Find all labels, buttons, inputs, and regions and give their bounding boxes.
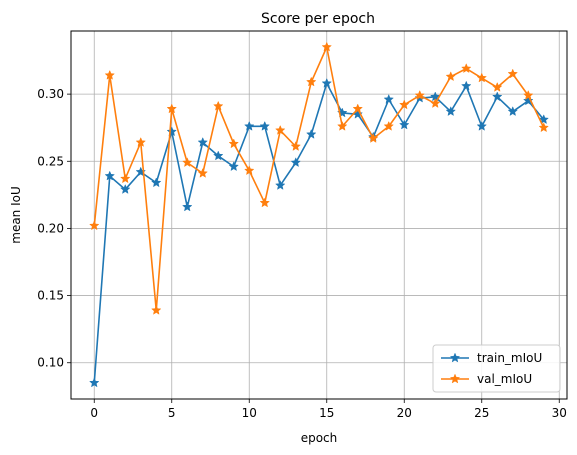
data-point	[259, 120, 270, 131]
data-point	[89, 377, 100, 388]
x-tick-label: 25	[474, 406, 489, 420]
legend-swatch-marker	[449, 373, 461, 384]
y-tick-label: 0.10	[37, 356, 64, 370]
data-point	[197, 137, 208, 147]
data-point	[244, 165, 255, 176]
chart-title: Score per epoch	[261, 11, 375, 27]
y-tick-label: 0.30	[37, 87, 64, 101]
series-line	[93, 46, 545, 312]
grid	[71, 31, 567, 399]
data-point	[492, 91, 503, 102]
data-point	[383, 94, 394, 104]
data-point	[135, 137, 146, 147]
data-point	[476, 72, 487, 83]
x-tick-label: 20	[397, 406, 412, 420]
data-point	[430, 98, 441, 108]
data-point	[197, 167, 208, 178]
data-point	[523, 95, 534, 106]
data-point	[151, 177, 162, 188]
data-point	[461, 63, 472, 74]
data-point	[228, 161, 239, 172]
legend-box	[432, 344, 561, 393]
legend-swatch-marker	[449, 352, 461, 363]
data-point	[399, 119, 410, 130]
data-point	[461, 80, 472, 91]
data-point	[104, 170, 115, 181]
data-point	[275, 179, 286, 190]
data-point	[538, 122, 549, 133]
y-axis-title: mean IoU	[9, 186, 23, 244]
series-layer	[89, 41, 549, 388]
x-tick-label: 30	[552, 406, 567, 420]
legend-label: val_mIoU	[477, 372, 532, 386]
data-point	[414, 90, 425, 100]
data-point	[445, 106, 456, 116]
x-axis-title: epoch	[301, 431, 338, 445]
data-point	[337, 120, 348, 131]
legend-item: val_mIoU	[441, 372, 532, 386]
data-point	[244, 120, 255, 131]
y-tick-label: 0.25	[37, 154, 64, 168]
data-point	[228, 138, 239, 149]
data-point	[213, 100, 224, 111]
data-point	[306, 128, 317, 139]
data-point	[151, 304, 162, 315]
plot-frame	[70, 30, 568, 400]
legend-label: train_mIoU	[477, 351, 542, 365]
data-point	[492, 81, 503, 92]
data-point	[166, 103, 177, 114]
data-point	[182, 201, 193, 212]
series-val_mIoU	[89, 41, 549, 315]
data-point	[507, 106, 518, 116]
legend-item: train_mIoU	[441, 351, 542, 365]
data-point	[306, 76, 317, 87]
data-point	[368, 132, 379, 143]
data-point	[259, 197, 270, 208]
data-point	[275, 124, 286, 135]
data-point	[445, 71, 456, 82]
data-point	[383, 120, 394, 131]
y-tick-label: 0.15	[37, 289, 64, 303]
series-train_mIoU	[89, 77, 549, 388]
data-point	[399, 99, 410, 110]
data-point	[476, 120, 487, 131]
data-point	[290, 141, 301, 151]
ticks: 0 5 10 15 20 25 30 0.10 0.15 0.20 0.25 0.30	[37, 87, 567, 420]
data-point	[120, 184, 131, 194]
data-point	[89, 220, 100, 231]
data-point	[182, 157, 193, 168]
data-point	[523, 90, 534, 100]
data-point	[507, 68, 518, 79]
data-point	[290, 157, 301, 168]
legend: train_mIoU val_mIoU	[432, 344, 561, 393]
data-point	[213, 150, 224, 161]
data-point	[120, 173, 131, 184]
x-tick-label: 5	[168, 406, 176, 420]
x-tick-label: 15	[319, 406, 334, 420]
data-point	[104, 69, 115, 80]
data-point	[352, 103, 363, 114]
data-point	[321, 41, 332, 52]
y-tick-label: 0.20	[37, 221, 64, 235]
data-point	[321, 77, 332, 88]
x-tick-label: 10	[242, 406, 257, 420]
x-tick-label: 0	[90, 406, 98, 420]
